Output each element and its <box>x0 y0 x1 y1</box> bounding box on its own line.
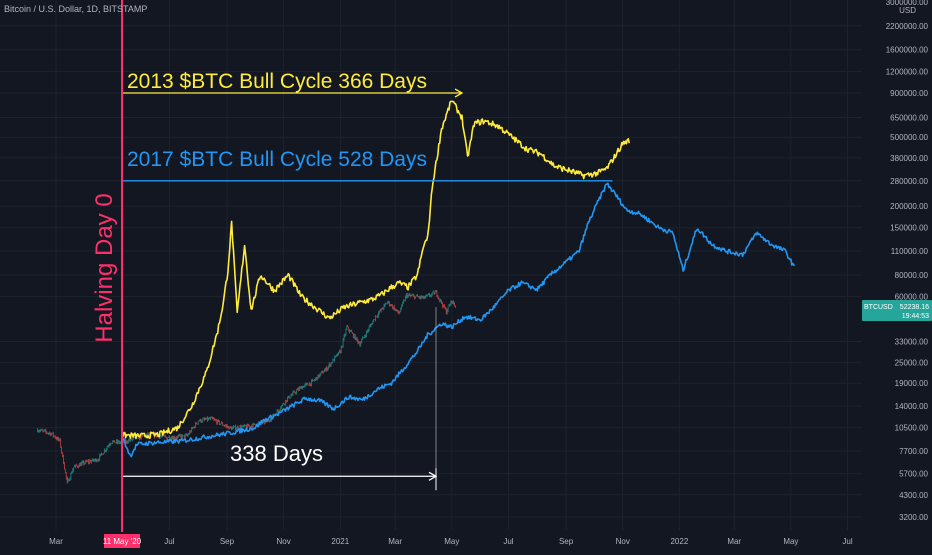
price-tick-label: 19000.00 <box>895 379 929 388</box>
annotation-label-338: 338 Days <box>230 441 323 466</box>
current-price-countdown: 19:44:53 <box>902 313 929 320</box>
price-tick-label: 33000.00 <box>895 338 929 347</box>
time-tick-label: Mar <box>49 537 63 546</box>
price-tick-label: 500000.00 <box>890 133 928 142</box>
price-tick-label: 10500.00 <box>895 424 929 433</box>
time-tick-label: Jul <box>842 537 852 546</box>
price-tick-label: 200000.00 <box>890 202 928 211</box>
time-axis: Mar 11 May '20 Jul Sep Nov 2021 Mar May Jul Sep No… <box>49 534 853 548</box>
annotation-arrowhead <box>454 88 464 98</box>
price-tick-label: 5700.00 <box>899 470 928 479</box>
price-tick-label: 7700.00 <box>899 447 928 456</box>
symbol-title: Bitcoin / U.S. Dollar, 1D, BITSTAMP <box>4 4 148 14</box>
price-tick-label: 380000.00 <box>890 154 928 163</box>
time-tick-label: Jul <box>164 537 174 546</box>
currency-label: USD <box>899 6 916 15</box>
time-tick-label: May <box>444 537 459 546</box>
price-axis: 2200000.00 1600000.00 1200000.00 900000.00 6… <box>862 0 932 522</box>
series-2013-path <box>121 100 630 439</box>
time-tick-label: Nov <box>277 537 291 546</box>
price-tick-label: 1600000.00 <box>886 46 929 55</box>
time-tick-label: Nov <box>616 537 630 546</box>
price-tick-label: 2200000.00 <box>886 22 929 31</box>
time-tick-label: Mar <box>727 537 741 546</box>
time-tick-label: 2021 <box>331 537 349 546</box>
price-tick-label: 60000.00 <box>895 293 929 302</box>
time-tick-label: Jul <box>503 537 513 546</box>
price-tick-label: 3200.00 <box>899 513 928 522</box>
series-2013-line <box>121 100 630 439</box>
series-2017-line <box>121 182 796 458</box>
price-tick-label: 1200000.00 <box>886 67 929 76</box>
time-tick-highlight <box>104 534 140 548</box>
time-tick-label-highlight: 11 May '20 <box>103 537 142 546</box>
current-price-value: 52238.16 <box>900 304 929 311</box>
time-tick-label: 2022 <box>670 537 688 546</box>
annotation-label-2013: 2013 $BTC Bull Cycle 366 Days <box>127 70 427 93</box>
price-tick-label: 80000.00 <box>895 271 929 280</box>
annotation-label-2017: 2017 $BTC Bull Cycle 528 Days <box>127 148 427 171</box>
price-tick-label: 110000.00 <box>891 247 929 256</box>
price-tick-label: 25000.00 <box>895 358 929 367</box>
current-price-symbol: BTCUSD <box>864 304 893 311</box>
time-tick-label: Mar <box>388 537 402 546</box>
annotations: 2013 $BTC Bull Cycle 366 Days 2017 $BTC B… <box>91 0 613 532</box>
halving-label: Halving Day 0 <box>91 193 118 342</box>
time-tick-label: Sep <box>220 537 235 546</box>
time-tick-label: Sep <box>559 537 574 546</box>
price-tick-label: 900000.00 <box>890 89 928 98</box>
time-tick-label: May <box>783 537 798 546</box>
price-tick-label-top: 3000000.00 <box>886 0 929 7</box>
price-tick-label: 4300.00 <box>899 491 928 500</box>
price-tick-label: 150000.00 <box>890 224 928 233</box>
series-2017-path <box>121 182 796 458</box>
price-tick-label: 650000.00 <box>890 113 928 122</box>
current-price-tag <box>862 300 932 322</box>
price-tick-label: 14000.00 <box>895 402 929 411</box>
price-tick-label: 280000.00 <box>890 177 928 186</box>
